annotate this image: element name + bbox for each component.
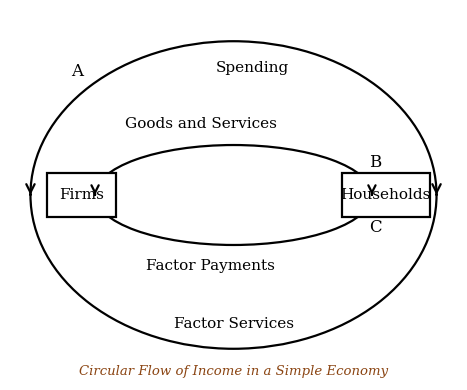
Text: A: A bbox=[71, 64, 83, 80]
Text: Circular Flow of Income in a Simple Economy: Circular Flow of Income in a Simple Econ… bbox=[79, 365, 388, 378]
Bar bbox=[342, 173, 430, 217]
Text: Goods and Services: Goods and Services bbox=[125, 117, 277, 131]
Text: C: C bbox=[369, 219, 382, 236]
Text: Spending: Spending bbox=[215, 61, 289, 75]
Text: Households: Households bbox=[340, 188, 431, 202]
Text: Factor Payments: Factor Payments bbox=[146, 259, 275, 273]
Text: Firms: Firms bbox=[59, 188, 104, 202]
Bar bbox=[47, 173, 116, 217]
Text: B: B bbox=[369, 154, 381, 171]
Text: Factor Services: Factor Services bbox=[174, 317, 293, 331]
